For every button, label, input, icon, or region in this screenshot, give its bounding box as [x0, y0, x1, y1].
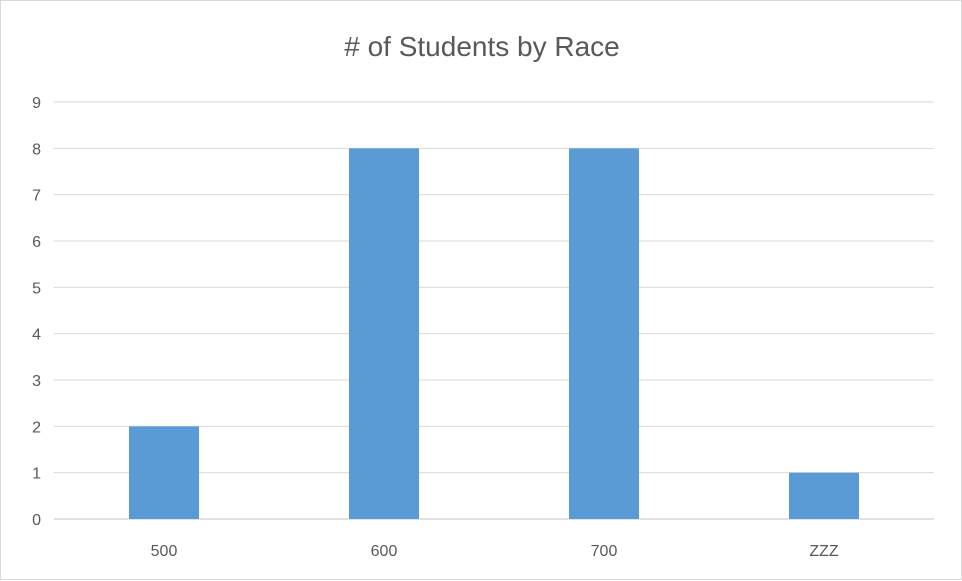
y-axis-tick-labels: 0 1 2 3 4 5 6 7 8 9: [32, 95, 41, 529]
x-tick-label: 700: [591, 543, 618, 560]
y-tick-label: 6: [32, 234, 41, 251]
y-tick-label: 1: [32, 466, 41, 483]
y-tick-label: 4: [32, 327, 41, 344]
x-tick-label: 600: [371, 543, 398, 560]
bar-600: [349, 148, 419, 520]
gridlines: [54, 101, 934, 520]
y-tick-label: 3: [32, 373, 41, 390]
x-tick-label: ZZZ: [809, 543, 839, 560]
y-tick-label: 8: [32, 141, 41, 158]
bar-500: [129, 426, 199, 519]
bar-ZZZ: [789, 472, 859, 519]
y-tick-label: 5: [32, 280, 41, 297]
x-axis-tick-labels: 500 600 700 ZZZ: [151, 543, 839, 560]
bar-700: [569, 148, 639, 520]
bars: [129, 148, 859, 520]
y-tick-label: 7: [32, 188, 41, 205]
y-tick-label: 9: [32, 95, 41, 112]
chart-title: # of Students by Race: [344, 31, 620, 62]
x-tick-label: 500: [151, 543, 178, 560]
y-tick-label: 2: [32, 419, 41, 436]
y-tick-label: 0: [32, 512, 41, 529]
